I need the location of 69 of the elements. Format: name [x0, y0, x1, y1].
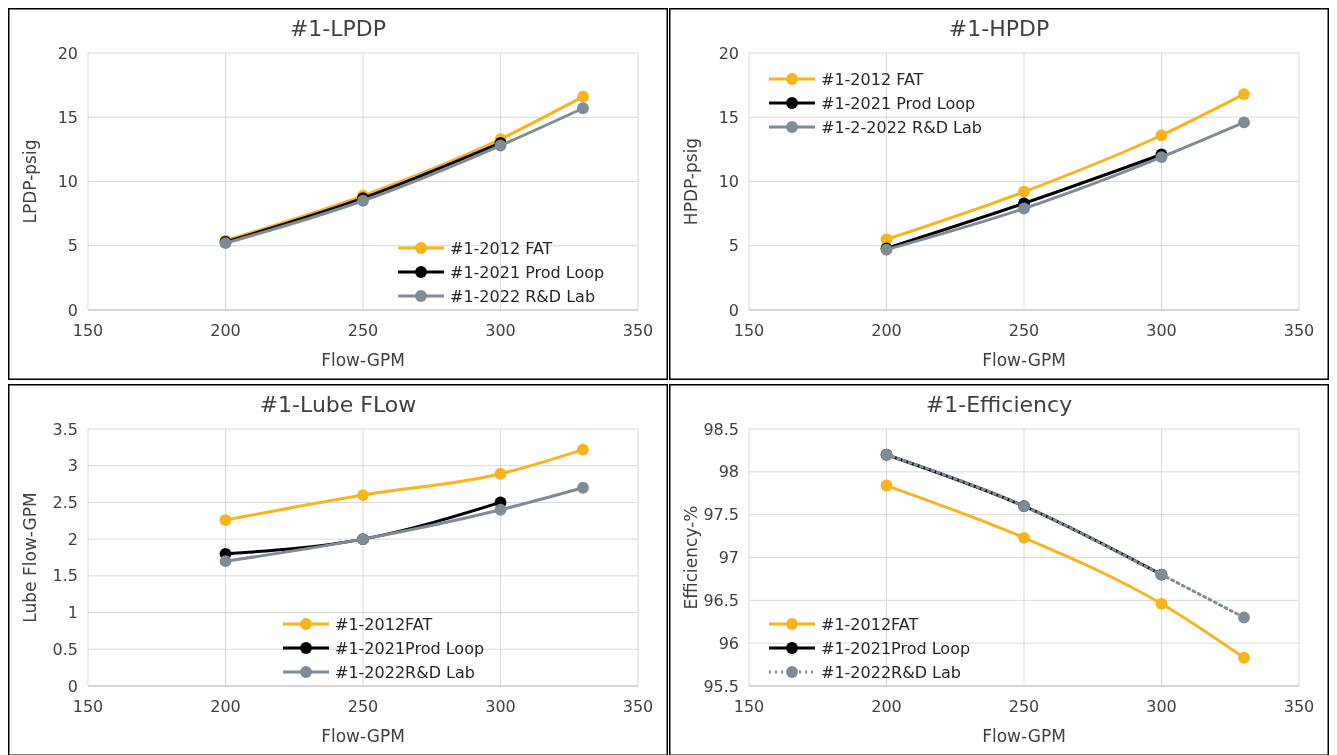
chart-title: #1-HPDP: [948, 16, 1050, 41]
x-axis-title: Flow-GPM: [321, 350, 405, 370]
x-tick-label: 150: [72, 321, 104, 340]
y-tick-label: 96.5: [703, 590, 739, 610]
x-tick-label: 350: [622, 321, 654, 340]
chart-title: #1-LPDP: [289, 16, 387, 41]
x-axis-title: Flow-GPM: [321, 726, 405, 746]
x-tick-label: 150: [733, 697, 765, 716]
x-axis-title: Flow-GPM: [982, 726, 1066, 746]
legend-label: #1-2-2022 R&D Lab: [821, 117, 982, 137]
y-tick-label: 0: [67, 300, 78, 320]
x-tick-label: 200: [210, 697, 241, 716]
legend-label: #1-2021Prod Loop: [335, 638, 485, 658]
legend-label: #1-2012FAT: [821, 614, 919, 634]
y-tick-label: 0: [728, 300, 739, 320]
x-tick-label: 250: [347, 697, 379, 716]
y-tick-label: 95.5: [703, 676, 739, 696]
y-tick-label: 2: [67, 529, 78, 549]
x-tick-label: 300: [485, 697, 516, 716]
legend-label: #1-2022R&D Lab: [335, 662, 475, 682]
y-axis-title: Efficiency-%: [681, 505, 701, 610]
legend-label: #1-2012 FAT: [821, 69, 924, 89]
y-tick-label: 5: [728, 236, 739, 256]
legend-label: #1-2012FAT: [335, 614, 433, 634]
x-tick-label: 300: [1146, 321, 1177, 340]
x-tick-label: 250: [1008, 697, 1040, 716]
x-tick-label: 250: [347, 321, 379, 340]
legend-label: #1-2022R&D Lab: [821, 662, 961, 682]
legend-label: #1-2012 FAT: [450, 238, 553, 258]
legend-label: #1-2021 Prod Loop: [821, 93, 976, 113]
y-tick-label: 20: [718, 43, 739, 63]
y-tick-label: 20: [57, 43, 78, 63]
x-tick-label: 200: [871, 697, 902, 716]
y-tick-label: 3: [67, 456, 78, 476]
x-tick-label: 300: [485, 321, 516, 340]
y-tick-label: 0.5: [52, 639, 78, 659]
x-axis-title: Flow-GPM: [982, 350, 1066, 370]
y-tick-label: 1: [67, 603, 78, 623]
chart-title: #1-Efficiency: [925, 392, 1073, 417]
legend-label: #1-2021 Prod Loop: [450, 262, 605, 282]
legend-label: #1-2021Prod Loop: [821, 638, 971, 658]
y-tick-label: 98.5: [703, 419, 739, 439]
x-tick-label: 350: [1283, 321, 1315, 340]
x-tick-label: 250: [1008, 321, 1040, 340]
y-tick-label: 10: [57, 172, 78, 192]
y-axis-title: LPDP-psig: [20, 139, 40, 224]
y-axis-title: HPDP-psig: [681, 137, 701, 226]
y-tick-label: 0: [67, 676, 78, 696]
chart-title: #1-Lube FLow: [259, 392, 417, 417]
y-tick-label: 98: [718, 462, 739, 482]
x-tick-label: 200: [871, 321, 902, 340]
y-tick-label: 15: [718, 107, 739, 127]
y-tick-label: 15: [57, 107, 78, 127]
y-tick-label: 97.5: [703, 505, 739, 525]
x-tick-label: 300: [1146, 697, 1177, 716]
y-tick-label: 2.5: [52, 493, 78, 513]
y-tick-label: 3.5: [52, 419, 78, 439]
x-tick-label: 200: [210, 321, 241, 340]
y-tick-label: 96: [718, 633, 739, 653]
y-tick-label: 10: [718, 172, 739, 192]
x-tick-label: 350: [622, 697, 654, 716]
x-tick-label: 150: [733, 321, 765, 340]
y-tick-label: 97: [718, 548, 739, 568]
y-tick-label: 1.5: [52, 566, 78, 586]
y-axis-title: Lube Flow-GPM: [20, 492, 40, 623]
y-tick-label: 5: [67, 236, 78, 256]
x-tick-label: 350: [1283, 697, 1315, 716]
x-tick-label: 150: [72, 697, 104, 716]
legend-label: #1-2022 R&D Lab: [450, 286, 596, 306]
